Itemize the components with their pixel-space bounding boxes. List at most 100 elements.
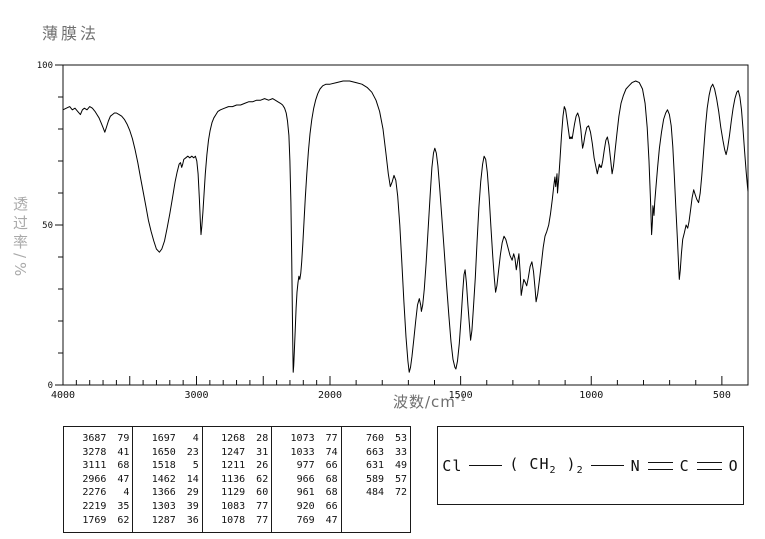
peak-table-row: 1136 62	[206, 473, 268, 487]
double-bond-lines	[696, 461, 722, 470]
peak-wavenumber: 3687	[82, 433, 107, 444]
peak-transmittance: 68	[117, 460, 130, 472]
peak-wavenumber: 1287	[151, 514, 176, 526]
y-tick-label: 100	[37, 61, 53, 71]
chlorine-atom-label: Cl	[442, 456, 463, 475]
peak-table-row: 484 72	[345, 486, 407, 500]
peak-wavenumber: 1303	[151, 500, 176, 512]
peak-table-row: 589 57	[345, 473, 407, 487]
peak-transmittance: 49	[394, 460, 408, 472]
peak-table-row: 966 68	[275, 473, 338, 487]
peak-table-row: 1697 4	[136, 432, 199, 446]
peak-wavenumber: 1769	[82, 514, 107, 526]
single-bond-line	[590, 465, 624, 466]
peak-table-column: 3687 79 3278 41 3111 68 2966 47 2276 4 2219 35 1769 6…	[64, 427, 134, 532]
peak-table-row: 1462 14	[136, 473, 199, 487]
peak-wavenumber: 1078	[221, 514, 246, 526]
peak-transmittance: 39	[186, 500, 199, 512]
peak-table-row: 631 49	[345, 459, 407, 473]
peak-wavenumber: 1268	[221, 433, 246, 444]
peak-table-row: 1303 39	[136, 500, 199, 514]
peak-transmittance: 41	[117, 446, 130, 458]
peak-wavenumber: 966	[296, 473, 315, 485]
y-axis-ticks	[55, 64, 63, 386]
peak-transmittance: 28	[256, 433, 269, 444]
ch2-group-label: ( CH2 )2	[509, 455, 584, 476]
peak-wavenumber: 961	[296, 487, 315, 499]
peak-table-column: 1697 4 1650 23 1518 5 1462 14 1366 29 1303 39 1287 36	[133, 427, 203, 532]
spectrum-plot: 4000 3000 2000 1500 1000 500 0 50 100	[37, 61, 749, 401]
peak-table-row: 1518 5	[136, 459, 199, 473]
peak-wavenumber: 1129	[221, 487, 246, 499]
peak-table-row: 961 68	[275, 486, 338, 500]
y-tick-label: 0	[48, 381, 53, 391]
peak-transmittance: 53	[394, 433, 408, 444]
peak-transmittance: 72	[394, 487, 408, 499]
peak-wavenumber: 1650	[151, 446, 176, 458]
peak-table-row: 3111 68	[67, 459, 129, 473]
peak-table-row: 1287 36	[136, 514, 199, 528]
peak-table-row: 769 47	[275, 514, 338, 528]
peak-wavenumber: 484	[365, 487, 385, 499]
peak-wavenumber: 3111	[82, 460, 107, 472]
peak-transmittance: 31	[256, 446, 269, 458]
peak-transmittance: 35	[117, 500, 130, 512]
peak-table-row: 1268 28	[206, 432, 268, 446]
x-axis-title: 波数/cm-1	[393, 391, 467, 412]
peak-transmittance: 66	[325, 460, 338, 472]
peak-table-row: 1650 23	[136, 446, 199, 460]
peak-transmittance: 36	[186, 514, 199, 526]
peak-transmittance: 5	[192, 460, 199, 472]
page-title: 薄膜法	[42, 24, 100, 43]
peak-transmittance: 77	[256, 514, 269, 526]
x-tick-label: 2000	[318, 390, 342, 401]
peak-table-row: 1078 77	[206, 514, 268, 528]
peak-wavenumber: 760	[365, 433, 385, 444]
peak-transmittance: 57	[394, 473, 408, 485]
peak-wavenumber: 663	[365, 446, 385, 458]
peak-wavenumber: 1083	[221, 500, 246, 512]
peak-table-row: 1211 26	[206, 459, 268, 473]
x-tick-label: 4000	[51, 390, 75, 401]
peak-transmittance: 77	[325, 433, 338, 444]
peak-wavenumber: 2966	[82, 473, 107, 485]
peak-table-row: 1083 77	[206, 500, 268, 514]
structure-box: Cl ( CH2 )2 N C O	[437, 426, 744, 505]
peak-transmittance: 66	[325, 500, 338, 512]
peak-transmittance: 62	[117, 514, 130, 526]
peak-wavenumber: 589	[365, 473, 385, 485]
peak-transmittance: 4	[123, 487, 130, 499]
peak-wavenumber: 1033	[290, 446, 315, 458]
peak-table-row: 1366 29	[136, 486, 199, 500]
peak-table-row: 3278 41	[67, 446, 129, 460]
peak-transmittance: 29	[186, 487, 199, 499]
x-axis-title-exponent: -1	[455, 394, 467, 404]
peak-wavenumber: 1073	[290, 433, 315, 444]
peak-table-row: 2276 4	[67, 486, 129, 500]
peak-wavenumber: 3278	[82, 446, 107, 458]
peak-table-row: 1129 60	[206, 486, 268, 500]
y-tick-label: 50	[42, 221, 53, 231]
x-axis-title-text: 波数/cm	[393, 393, 456, 411]
single-bond-line	[469, 465, 503, 466]
x-tick-label: 1500	[449, 390, 473, 401]
peak-transmittance: 26	[256, 460, 269, 472]
peak-transmittance: 74	[325, 446, 338, 458]
peak-wavenumber: 977	[296, 460, 315, 472]
y-axis-tick-labels: 0 50 100	[37, 61, 53, 391]
peak-transmittance: 4	[192, 433, 199, 444]
peak-transmittance: 62	[256, 473, 269, 485]
peak-table-row: 760 53	[345, 432, 407, 446]
peak-transmittance: 14	[186, 473, 199, 485]
peak-table: 3687 79 3278 41 3111 68 2966 47 2276 4 2219 35 1769 6…	[63, 426, 411, 533]
x-axis-tick-labels: 4000 3000 2000 1500 1000 500	[51, 390, 731, 401]
peak-transmittance: 23	[186, 446, 199, 458]
peak-transmittance: 60	[256, 487, 269, 499]
peak-wavenumber: 1518	[151, 460, 176, 472]
peak-wavenumber: 1211	[221, 460, 246, 472]
nitrogen-atom-label: N	[630, 456, 641, 475]
peak-transmittance: 47	[117, 473, 130, 485]
peak-transmittance: 68	[325, 473, 338, 485]
peak-table-row: 3687 79	[67, 432, 129, 446]
